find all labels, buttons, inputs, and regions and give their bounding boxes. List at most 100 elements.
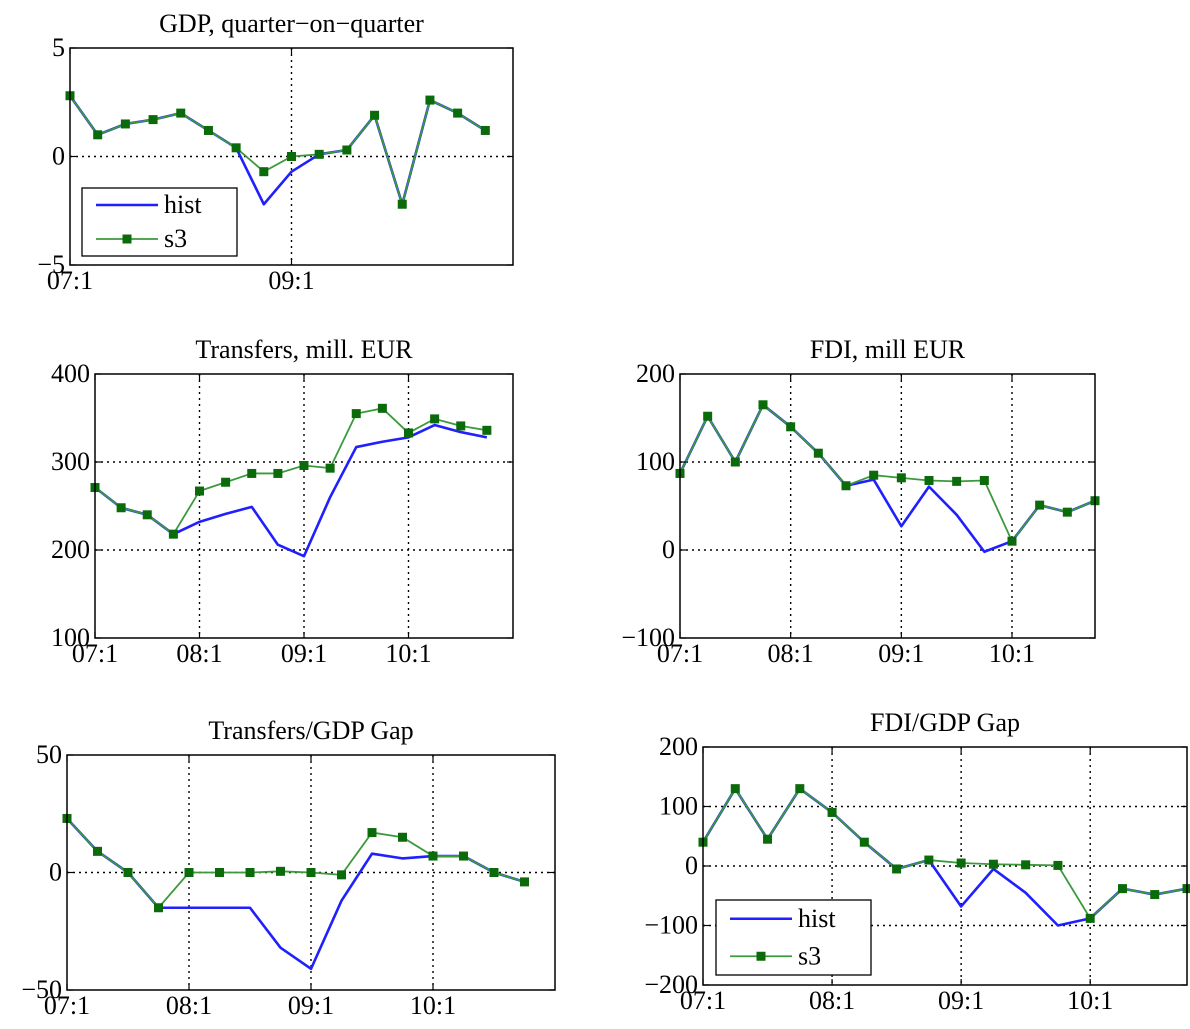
x-tick-label: 08:1: [166, 991, 212, 1020]
data-point-s3: [786, 422, 795, 431]
data-point-s3: [429, 852, 438, 861]
data-point-s3: [828, 808, 837, 817]
data-point-s3: [307, 868, 316, 877]
data-point-s3: [273, 469, 282, 478]
legend-box: [716, 900, 871, 975]
data-point-s3: [154, 903, 163, 912]
data-point-s3: [247, 469, 256, 478]
chart-title: Transfers, mill. EUR: [195, 335, 413, 364]
data-point-s3: [185, 868, 194, 877]
series-line-s3: [67, 818, 525, 907]
y-tick-label: 200: [659, 732, 698, 761]
data-point-s3: [232, 143, 241, 152]
data-point-s3: [143, 510, 152, 519]
data-point-s3: [149, 115, 158, 124]
data-point-s3: [246, 868, 255, 877]
data-point-s3: [703, 412, 712, 421]
data-point-s3: [93, 130, 102, 139]
data-point-s3: [980, 476, 989, 485]
series-line-hist: [67, 818, 525, 968]
data-point-s3: [287, 152, 296, 161]
data-point-s3: [259, 167, 268, 176]
data-point-s3: [326, 464, 335, 473]
y-tick-label: 50: [36, 740, 62, 769]
data-point-s3: [1063, 508, 1072, 517]
legend-marker-s3: [757, 952, 766, 961]
x-tick-label: 07:1: [680, 986, 726, 1015]
data-point-s3: [860, 838, 869, 847]
y-tick-label: 0: [49, 858, 62, 887]
data-point-s3: [952, 477, 961, 486]
data-point-s3: [315, 150, 324, 159]
y-tick-label: 0: [685, 851, 698, 880]
x-tick-label: 07:1: [47, 266, 93, 295]
data-point-s3: [795, 784, 804, 793]
data-point-s3: [1118, 884, 1127, 893]
y-tick-label: 300: [51, 447, 90, 476]
chart-title: Transfers/GDP Gap: [208, 716, 413, 745]
data-point-s3: [814, 449, 823, 458]
data-point-s3: [1008, 537, 1017, 546]
data-point-s3: [221, 478, 230, 487]
data-point-s3: [121, 119, 130, 128]
data-point-s3: [93, 847, 102, 856]
x-tick-label: 07:1: [72, 639, 118, 668]
series-line-hist: [680, 405, 1095, 552]
chart-title: FDI/GDP Gap: [870, 708, 1020, 737]
y-tick-label: 200: [636, 359, 675, 388]
data-point-s3: [731, 784, 740, 793]
data-point-s3: [300, 461, 309, 470]
y-tick-label: 400: [51, 359, 90, 388]
x-tick-label: 09:1: [288, 991, 334, 1020]
data-point-s3: [924, 856, 933, 865]
series-line-s3: [703, 789, 1187, 919]
y-tick-label: 0: [52, 142, 65, 171]
x-tick-label: 10:1: [989, 639, 1035, 668]
data-point-s3: [453, 109, 462, 118]
legend-box: [82, 188, 237, 256]
data-point-s3: [731, 458, 740, 467]
data-point-s3: [425, 96, 434, 105]
data-point-s3: [482, 426, 491, 435]
data-point-s3: [398, 833, 407, 842]
data-point-s3: [892, 864, 901, 873]
data-point-s3: [925, 476, 934, 485]
x-tick-label: 09:1: [878, 639, 924, 668]
data-point-s3: [337, 870, 346, 879]
legend-marker-s3: [123, 235, 132, 244]
data-point-s3: [490, 868, 499, 877]
data-point-s3: [957, 859, 966, 868]
legend-label-s3: s3: [164, 224, 187, 253]
y-tick-label: 100: [659, 792, 698, 821]
x-tick-label: 10:1: [1067, 986, 1113, 1015]
x-tick-label: 08:1: [768, 639, 814, 668]
x-tick-label: 08:1: [176, 639, 222, 668]
data-point-s3: [481, 126, 490, 135]
data-point-s3: [117, 503, 126, 512]
data-point-s3: [215, 868, 224, 877]
x-tick-label: 09:1: [938, 986, 984, 1015]
data-point-s3: [378, 404, 387, 413]
data-point-s3: [342, 145, 351, 154]
y-tick-label: 0: [662, 535, 675, 564]
data-point-s3: [1035, 501, 1044, 510]
data-point-s3: [520, 877, 529, 886]
data-point-s3: [368, 828, 377, 837]
chart-title: GDP, quarter−on−quarter: [159, 9, 424, 38]
data-point-s3: [763, 835, 772, 844]
data-point-s3: [204, 126, 213, 135]
data-point-s3: [456, 421, 465, 430]
series-line-hist: [95, 425, 487, 556]
data-point-s3: [124, 868, 133, 877]
y-tick-label: −100: [644, 911, 698, 940]
data-point-s3: [1021, 860, 1030, 869]
data-point-s3: [195, 487, 204, 496]
